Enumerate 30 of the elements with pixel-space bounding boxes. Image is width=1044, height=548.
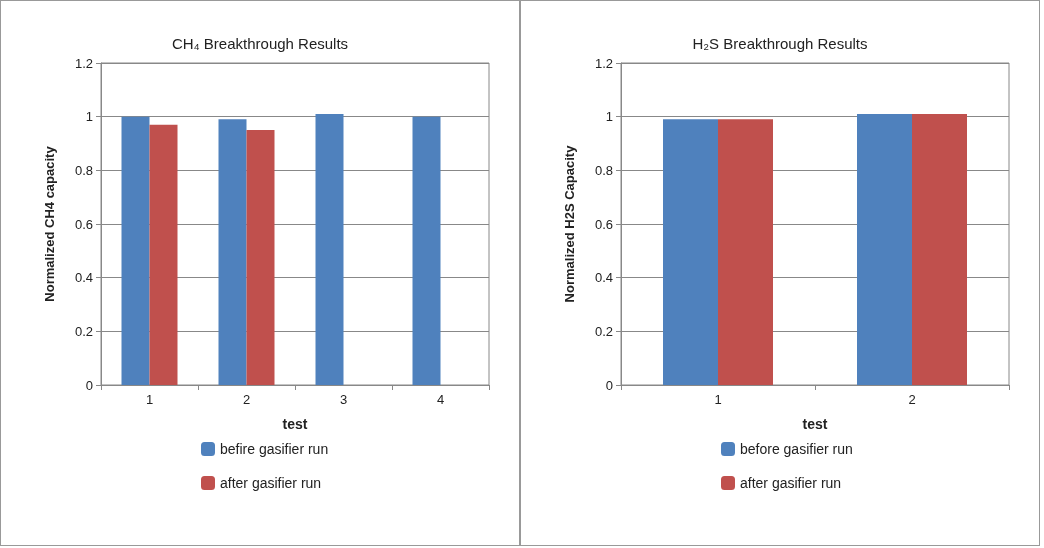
y-tick-label: 0.8 <box>74 162 93 178</box>
y-tick-label: 0.2 <box>594 323 613 339</box>
x-tick-label: 1 <box>145 392 154 407</box>
x-tick-label: 1 <box>714 392 722 407</box>
y-tick-label: 0.4 <box>594 270 613 286</box>
x-tick-label: 4 <box>436 392 445 407</box>
y-tick-label: 0.2 <box>74 323 93 339</box>
y-axis-title: Normalized CH4 capacity <box>42 145 57 302</box>
legend-label: after gasifier run <box>220 475 322 491</box>
chart-title: CH₄ Breakthrough Results <box>171 35 349 52</box>
legend-label: before gasifier run <box>740 441 853 457</box>
y-tick-label: 1 <box>605 109 613 125</box>
y-axis-title: Normalized H2S Capacity <box>562 144 577 303</box>
x-tick-label: 2 <box>908 392 916 407</box>
y-tick-label: 0.8 <box>594 162 613 178</box>
y-tick-label: 1 <box>85 109 93 125</box>
x-tick-label: 2 <box>242 392 251 407</box>
x-axis-title: test <box>802 416 828 432</box>
chart-title: H₂S Breakthrough Results <box>692 35 868 52</box>
y-tick-label: 0.6 <box>74 216 93 232</box>
y-tick-label: 1.2 <box>74 55 93 71</box>
legend-label: befire gasifier run <box>220 441 329 457</box>
y-tick-label: 0 <box>85 377 93 393</box>
y-tick-label: 0 <box>605 377 613 393</box>
x-tick-label: 3 <box>339 392 348 407</box>
y-tick-label: 1.2 <box>594 55 613 71</box>
legend-label: after gasifier run <box>740 475 842 491</box>
y-tick-label: 0.4 <box>74 270 93 286</box>
x-axis-title: test <box>282 416 308 432</box>
y-tick-label: 0.6 <box>594 216 613 232</box>
